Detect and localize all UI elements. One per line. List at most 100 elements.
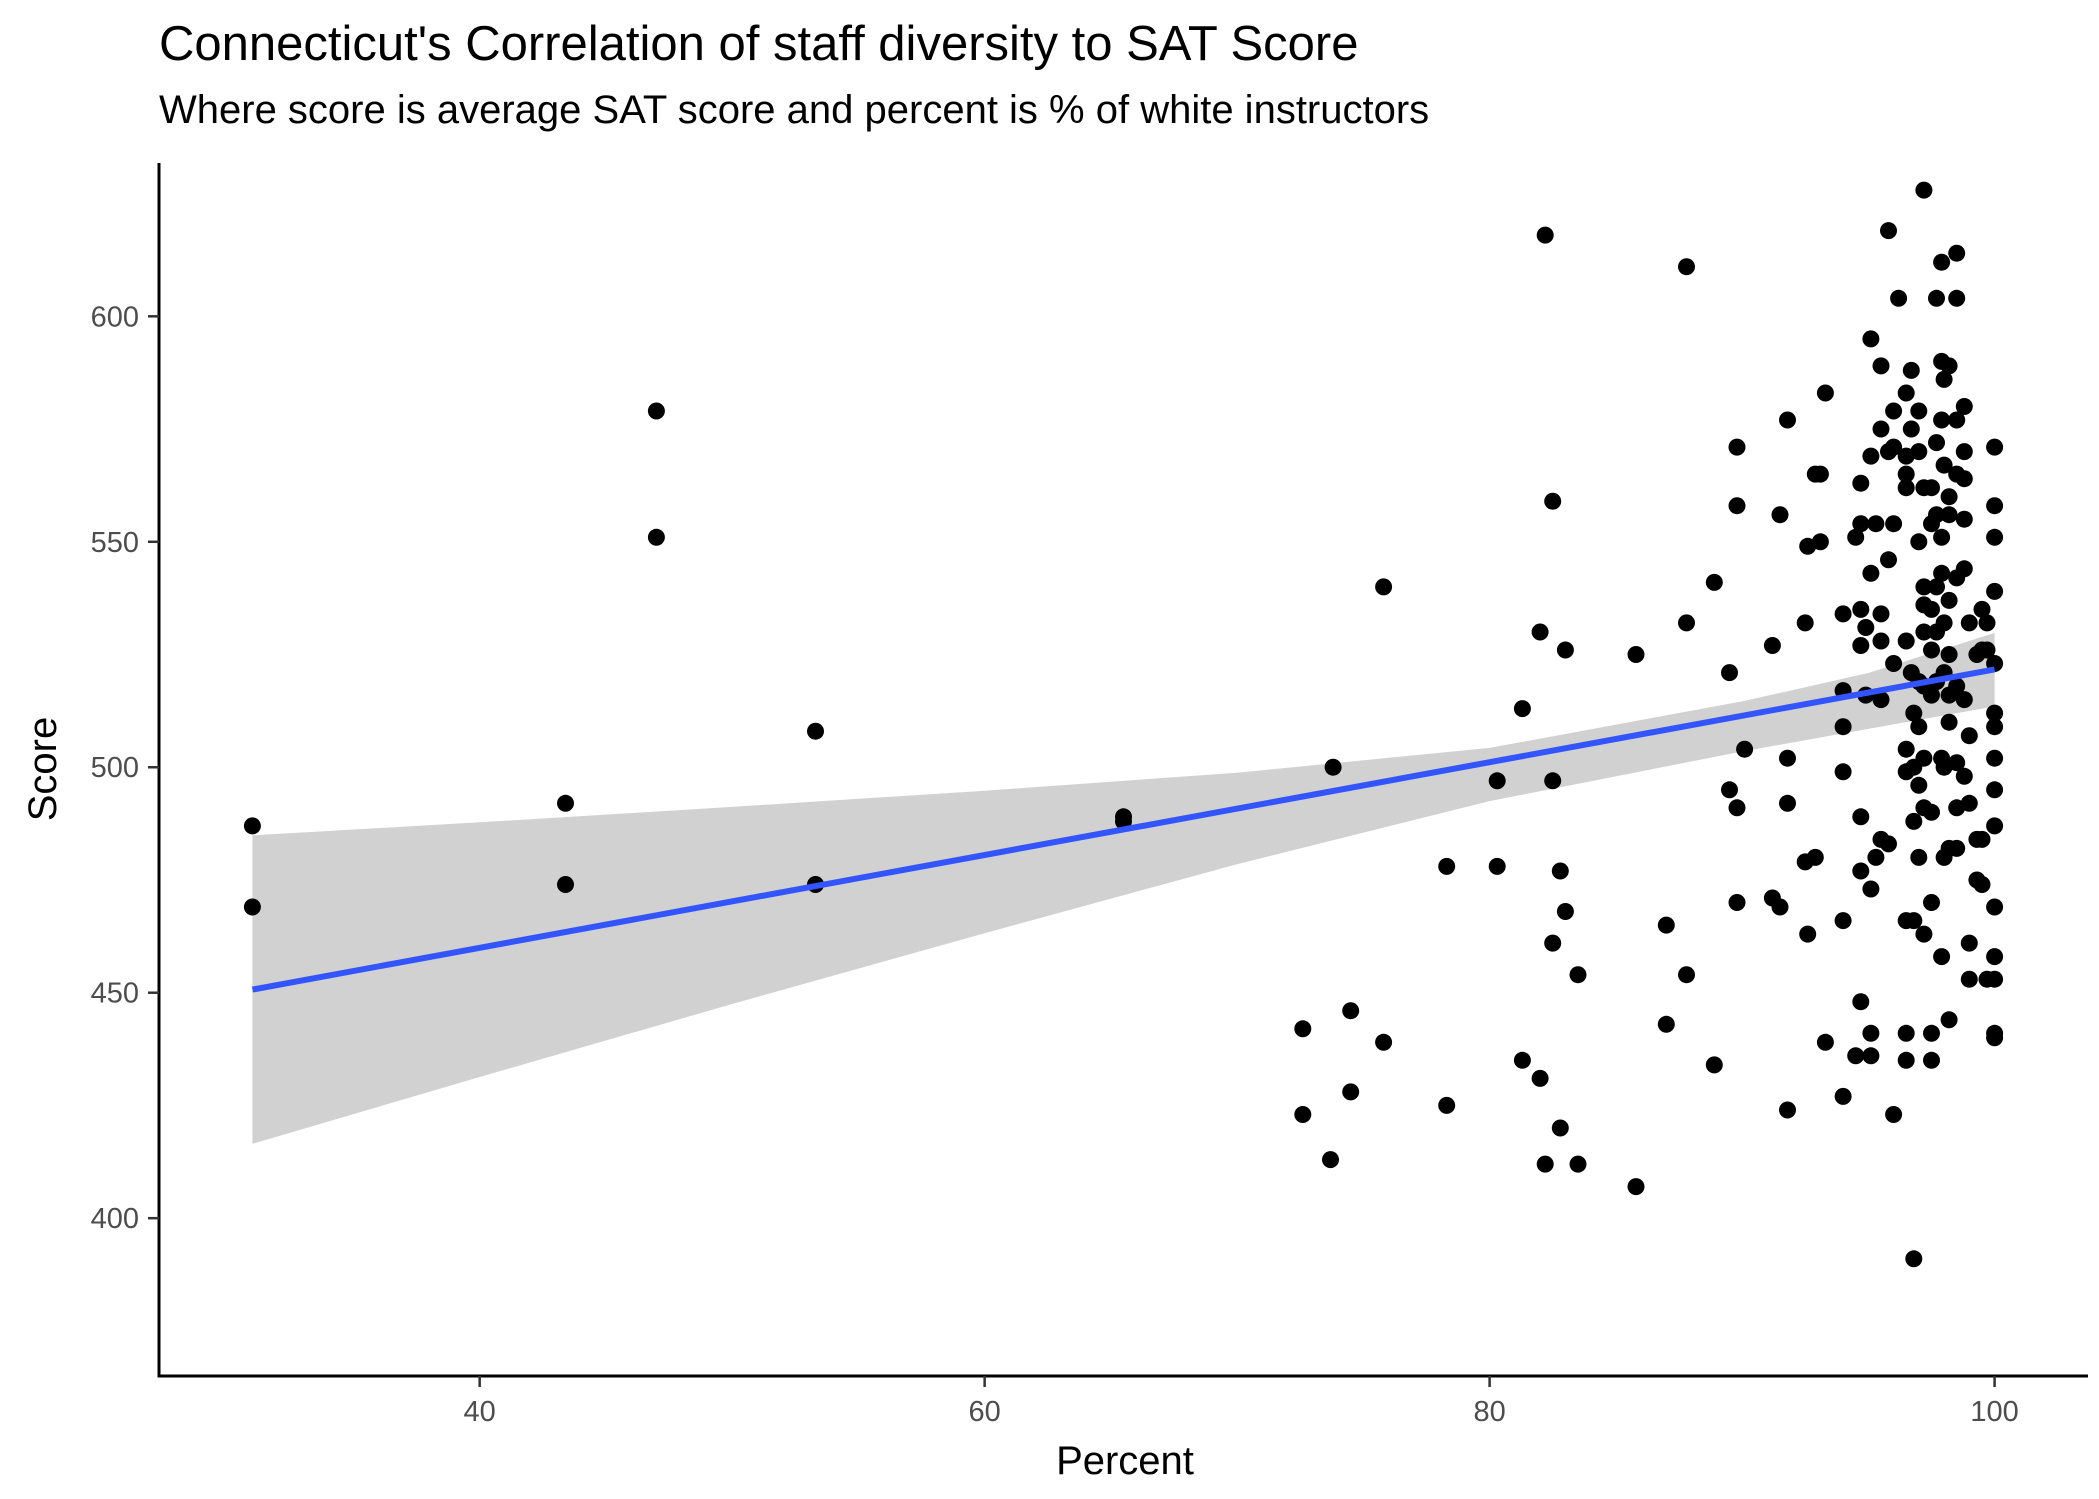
data-point bbox=[1915, 925, 1933, 943]
chart-subtitle: Where score is average SAT score and per… bbox=[159, 88, 1430, 132]
y-tick-label: 500 bbox=[91, 752, 139, 784]
data-point bbox=[1902, 361, 1920, 379]
data-point bbox=[1872, 357, 1890, 375]
data-point bbox=[1933, 528, 1951, 546]
data-point bbox=[1294, 1020, 1312, 1038]
data-point bbox=[1728, 438, 1746, 456]
data-point bbox=[1779, 749, 1796, 767]
data-point bbox=[1978, 614, 1996, 632]
data-point bbox=[1910, 848, 1928, 866]
data-point bbox=[1940, 506, 1958, 524]
data-point bbox=[1940, 488, 1958, 506]
data-point bbox=[647, 402, 665, 420]
data-point bbox=[1897, 384, 1915, 402]
data-point bbox=[1872, 420, 1890, 438]
data-point bbox=[1862, 880, 1880, 898]
x-tick-label: 100 bbox=[1970, 1396, 2018, 1428]
chart-title: Connecticut's Correlation of staff diver… bbox=[159, 17, 1359, 71]
data-point bbox=[557, 794, 574, 812]
data-point bbox=[1834, 763, 1852, 781]
trendline bbox=[251, 666, 1996, 993]
data-point bbox=[1867, 848, 1885, 866]
data-point bbox=[807, 722, 824, 740]
data-point bbox=[1935, 370, 1953, 388]
data-point bbox=[1705, 573, 1723, 591]
data-point bbox=[1551, 862, 1569, 880]
data-point bbox=[1933, 411, 1951, 429]
axes-layer: 40 60 80 100 400 450 500 550 600 bbox=[91, 163, 2088, 1428]
data-point bbox=[1973, 600, 1991, 618]
data-point bbox=[1923, 1051, 1940, 1069]
data-point bbox=[1885, 655, 1903, 672]
data-point bbox=[1678, 614, 1695, 632]
data-point bbox=[1923, 803, 1940, 821]
data-point bbox=[1872, 605, 1890, 623]
data-point bbox=[1897, 632, 1915, 650]
data-point bbox=[1862, 1047, 1880, 1065]
data-point bbox=[1940, 713, 1958, 731]
data-point bbox=[1799, 925, 1817, 943]
data-point bbox=[1910, 533, 1928, 551]
confidence-band bbox=[252, 632, 1995, 1144]
data-point bbox=[1811, 533, 1829, 551]
data-point bbox=[1531, 623, 1549, 641]
data-point bbox=[1923, 894, 1940, 911]
data-point bbox=[1986, 582, 2004, 600]
data-point bbox=[1569, 966, 1587, 984]
data-point bbox=[1531, 1069, 1549, 1087]
data-point bbox=[1933, 564, 1951, 582]
data-point bbox=[1955, 470, 1973, 488]
data-point bbox=[1627, 646, 1645, 663]
data-point bbox=[1867, 515, 1885, 533]
data-point bbox=[1960, 727, 1978, 745]
data-point bbox=[1960, 934, 1978, 952]
data-point bbox=[1862, 1024, 1880, 1042]
data-point bbox=[1928, 289, 1945, 307]
data-point bbox=[1948, 839, 1966, 857]
data-point bbox=[1986, 970, 2004, 988]
data-point bbox=[1678, 258, 1695, 276]
data-point bbox=[1986, 898, 2004, 916]
data-point bbox=[1986, 817, 2004, 835]
data-point bbox=[1834, 605, 1852, 623]
data-point bbox=[1544, 772, 1562, 790]
data-point bbox=[1736, 740, 1754, 758]
trendline-layer bbox=[251, 666, 1996, 993]
data-point bbox=[1910, 443, 1928, 461]
data-point bbox=[1948, 754, 1966, 772]
data-point bbox=[1986, 1029, 2004, 1047]
data-point bbox=[1905, 812, 1923, 830]
data-point bbox=[1438, 1096, 1456, 1114]
data-point bbox=[1955, 560, 1973, 578]
data-point bbox=[1294, 1106, 1312, 1123]
data-point bbox=[1923, 641, 1940, 659]
data-point bbox=[1342, 1002, 1360, 1020]
data-point bbox=[1940, 646, 1958, 663]
data-point bbox=[1955, 443, 1973, 461]
data-point bbox=[1705, 1056, 1723, 1074]
data-point bbox=[1905, 912, 1923, 930]
data-point bbox=[1488, 772, 1506, 790]
data-point bbox=[1880, 551, 1897, 569]
data-point bbox=[1933, 253, 1951, 271]
data-point bbox=[1986, 528, 2004, 546]
data-point bbox=[1960, 970, 1978, 988]
data-point bbox=[1834, 912, 1852, 930]
data-point bbox=[1897, 465, 1915, 483]
data-point bbox=[1834, 1087, 1852, 1105]
y-tick-label: 550 bbox=[91, 527, 139, 559]
x-axis-title: Percent bbox=[1056, 1439, 1194, 1483]
data-point bbox=[1935, 614, 1953, 632]
data-point bbox=[1890, 289, 1908, 307]
data-point bbox=[1852, 808, 1870, 826]
data-point bbox=[647, 528, 665, 546]
data-point bbox=[1728, 497, 1746, 515]
data-point bbox=[1897, 740, 1915, 758]
data-point bbox=[1915, 181, 1933, 199]
data-point bbox=[1885, 515, 1903, 533]
data-point bbox=[1816, 384, 1834, 402]
data-point bbox=[1862, 447, 1880, 465]
data-point bbox=[1915, 578, 1933, 596]
data-point bbox=[1948, 677, 1966, 695]
